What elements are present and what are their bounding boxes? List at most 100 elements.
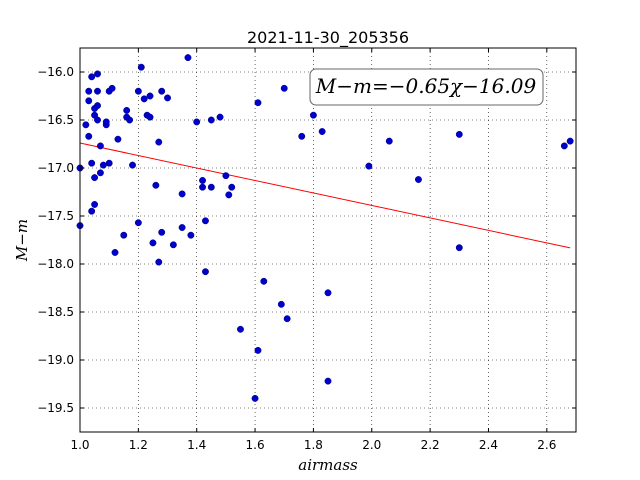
x-tick-label: 1.4	[187, 438, 206, 452]
data-point	[88, 207, 96, 215]
data-point	[158, 228, 166, 236]
x-tick-label: 2.2	[421, 438, 440, 452]
data-point	[85, 87, 93, 95]
data-point	[120, 231, 128, 239]
annotation-text: M−m=−0.65χ−16.09	[315, 74, 537, 98]
data-point	[146, 113, 154, 121]
data-point	[193, 118, 201, 126]
data-point	[99, 161, 107, 169]
data-point	[309, 111, 317, 119]
y-tick-label: −18.5	[37, 305, 74, 319]
data-point	[187, 231, 195, 239]
data-point	[108, 84, 116, 92]
data-point	[96, 169, 104, 177]
data-point	[280, 84, 288, 92]
y-tick-label: −17.5	[37, 209, 74, 223]
grid	[79, 48, 576, 432]
data-point	[324, 289, 332, 297]
data-point	[140, 95, 148, 103]
data-point	[94, 70, 101, 78]
data-point	[137, 63, 145, 71]
data-point	[216, 113, 224, 121]
data-point	[134, 87, 142, 95]
data-point	[283, 315, 291, 323]
data-point	[202, 217, 209, 225]
data-point	[102, 118, 110, 126]
data-point	[134, 219, 142, 227]
tick-marks	[79, 48, 576, 432]
data-point	[169, 241, 177, 249]
x-tick-labels: 1.0 1.2 1.4 1.6 1.8 2.0 2.2 2.4 2.6	[70, 438, 556, 452]
data-point	[111, 249, 119, 256]
data-point	[164, 94, 171, 102]
y-tick-label: −18.0	[37, 257, 74, 271]
x-tick-label: 1.8	[304, 438, 323, 452]
data-point	[199, 177, 206, 184]
data-point	[94, 102, 101, 110]
data-points	[76, 54, 574, 402]
data-point	[178, 224, 186, 231]
data-point	[126, 116, 134, 124]
data-point	[88, 73, 96, 81]
data-point	[254, 346, 262, 354]
data-point	[566, 137, 574, 145]
data-point	[105, 159, 113, 167]
data-point	[199, 183, 206, 191]
data-point	[385, 137, 393, 145]
data-point	[178, 190, 186, 198]
fit-line	[79, 142, 571, 249]
data-point	[365, 162, 373, 170]
data-point	[251, 394, 259, 402]
data-point	[94, 87, 101, 95]
x-tick-label: 1.2	[129, 438, 148, 452]
data-point	[91, 201, 99, 208]
data-point	[207, 183, 215, 191]
fit-annotation: M−m=−0.65χ−16.09	[309, 68, 544, 106]
data-point	[146, 92, 154, 100]
data-point	[114, 135, 122, 143]
data-point	[82, 121, 90, 129]
y-tick-label: −16.5	[37, 113, 74, 127]
data-point	[123, 106, 131, 114]
data-point	[155, 258, 163, 266]
annotation-box	[309, 68, 544, 106]
x-tick-label: 2.6	[537, 438, 556, 452]
data-point	[298, 132, 306, 140]
data-point	[94, 116, 101, 124]
data-point	[260, 277, 268, 285]
y-tick-labels: −16.0 −16.5 −17.0 −17.5 −18.0 −18.5 −19.0 −19.5	[37, 65, 74, 415]
fit-line-layer	[79, 142, 571, 249]
y-tick-label: −17.0	[37, 161, 74, 175]
x-tick-label: 1.0	[70, 438, 89, 452]
data-point	[96, 142, 104, 150]
chart-title: 2021-11-30_205356	[247, 28, 409, 48]
x-tick-label: 2.0	[362, 438, 381, 452]
data-point	[228, 183, 236, 191]
plot-frame	[79, 47, 577, 433]
data-point	[88, 159, 96, 167]
data-point	[155, 138, 163, 146]
y-axis-label: M−m	[13, 219, 31, 262]
data-point	[158, 87, 166, 95]
data-point	[414, 176, 422, 183]
y-tick-label: −19.5	[37, 401, 74, 415]
data-point	[222, 172, 230, 180]
data-point	[129, 161, 136, 169]
data-point	[184, 54, 192, 62]
data-point	[207, 116, 215, 124]
data-point	[91, 174, 99, 182]
data-point	[85, 97, 93, 105]
data-point	[237, 325, 244, 333]
y-tick-label: −19.0	[37, 353, 74, 367]
x-axis-label: airmass	[298, 456, 358, 474]
data-point	[152, 181, 160, 189]
data-point	[225, 191, 233, 199]
data-point	[277, 300, 285, 308]
data-point	[149, 239, 157, 247]
data-point	[455, 130, 463, 138]
data-point	[254, 99, 262, 107]
x-tick-label: 2.4	[479, 438, 498, 452]
data-point	[318, 128, 326, 135]
data-point	[324, 377, 332, 385]
